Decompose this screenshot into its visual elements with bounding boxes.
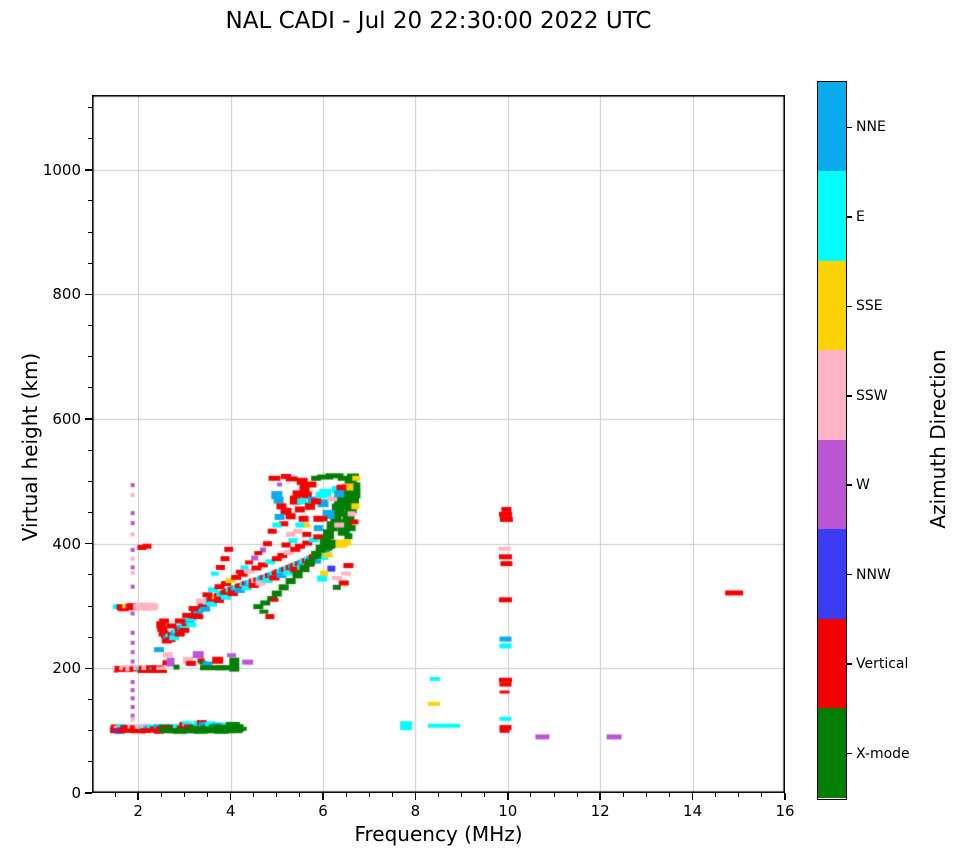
y-minor-tick [88,730,92,732]
x-minor-tick [622,793,624,797]
x-minor-tick [207,793,208,797]
x-major-tick [229,793,232,800]
colorbar-tick [847,126,852,129]
x-minor-tick [761,793,763,797]
colorbar-tick [847,484,852,486]
x-minor-tick [553,793,555,797]
colorbar-segment-ssw [818,350,846,440]
x-minor-tick [114,793,116,797]
colorbar-label-x-mode: X-mode [856,745,910,762]
x-major-tick [691,793,694,800]
x-minor-tick [484,793,486,797]
y-tick-label: 1000 [42,160,81,179]
y-major-tick [85,418,92,420]
azimuth-colorbar [817,81,847,800]
x-tick-label: 4 [225,802,236,820]
x-major-tick [322,793,324,800]
colorbar-label-nnw: NNW [856,566,891,583]
chart-title: NAL CADI - Jul 20 22:30:00 2022 UTC [225,8,652,34]
colorbar-label-w: W [856,477,870,494]
colorbar-label-vertical: Vertical [856,656,909,673]
colorbar-segment-nne [818,82,846,172]
x-minor-tick [183,793,185,797]
colorbar-segment-x-mode [818,708,846,798]
colorbar-label-nne: NNE [856,119,886,136]
colorbar-segment-sse [818,260,846,351]
x-minor-tick [160,793,162,797]
colorbar-label-sse: SSE [856,298,883,315]
colorbar-tick [847,663,852,665]
colorbar-segment-w [818,439,846,530]
x-major-tick [599,793,601,800]
y-minor-tick [88,512,92,514]
x-tick-label: 6 [318,802,328,820]
y-minor-tick [88,262,92,264]
x-minor-tick [253,793,255,797]
colorbar-segment-e [818,171,846,261]
x-minor-tick [645,793,647,797]
y-minor-tick [88,231,92,233]
x-major-tick [137,793,139,800]
x-tick-label: 14 [683,802,703,820]
y-minor-tick [88,761,92,763]
y-minor-tick [88,106,92,108]
x-minor-tick [576,793,578,797]
y-major-tick [85,667,92,670]
colorbar-segment-vertical [818,618,846,709]
x-axis-label: Frequency (MHz) [354,822,523,846]
y-minor-tick [88,574,92,576]
y-minor-tick [88,480,92,482]
colorbar-tick [847,573,852,576]
x-minor-tick [530,793,532,797]
x-tick-label: 2 [133,802,143,820]
y-tick-label: 0 [71,784,81,802]
x-minor-tick [391,793,393,797]
x-tick-label: 10 [498,802,518,820]
x-minor-tick [299,793,301,797]
y-minor-tick [88,356,92,358]
colorbar-tick [847,395,852,397]
x-minor-tick [738,793,740,797]
x-tick-label: 12 [590,802,610,820]
y-tick-label: 400 [52,534,81,553]
x-tick-label: 8 [410,802,421,820]
y-tick-label: 200 [52,659,81,678]
x-minor-tick [345,793,347,797]
x-minor-tick [461,793,463,797]
y-major-tick [85,542,92,545]
y-major-tick [85,293,92,296]
y-minor-tick [88,387,92,389]
y-major-tick [85,792,92,794]
colorbar-label-e: E [856,208,865,225]
colorbar-segment-nnw [818,529,846,619]
y-minor-tick [88,636,92,638]
x-minor-tick [669,793,670,797]
colorbar-tick [847,305,852,308]
x-tick-label: 16 [775,802,795,820]
x-major-tick [507,793,509,800]
y-minor-tick [88,449,92,451]
y-minor-tick [88,699,92,701]
y-minor-tick [88,138,92,140]
y-minor-tick [88,605,92,607]
x-major-tick [414,793,417,800]
y-tick-label: 600 [52,410,81,429]
y-minor-tick [88,200,92,202]
x-major-tick [784,793,786,800]
x-minor-tick [438,793,439,797]
colorbar-label-ssw: SSW [856,387,888,404]
x-minor-tick [276,793,278,797]
colorbar-title: Azimuth Direction [926,349,950,529]
colorbar-tick [847,216,852,218]
x-minor-tick [368,793,370,797]
colorbar-tick [847,752,852,755]
x-minor-tick [715,793,717,797]
y-tick-label: 800 [52,285,81,304]
y-major-tick [85,169,92,171]
ionogram-plot-canvas [92,95,785,793]
y-minor-tick [88,325,92,327]
